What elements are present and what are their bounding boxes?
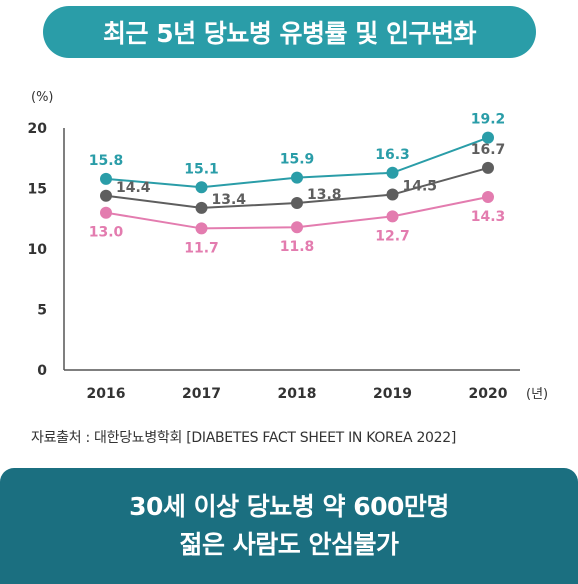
source-note: 자료출처 : 대한당뇨병학회 [DIABETES FACT SHEET IN K… xyxy=(31,430,457,446)
chart-title: 최근 5년 당뇨병 유병률 및 인구변화 xyxy=(103,19,476,48)
chart-axes: 0 5 10 15 20 (%) 2016 2017 2018 2019 2020 (년) xyxy=(28,90,549,402)
x-tick-label: 2017 xyxy=(182,386,221,402)
data-label: 16.7 xyxy=(471,142,506,158)
data-point xyxy=(482,131,494,144)
data-point xyxy=(195,201,208,214)
x-tick-label: 2020 xyxy=(469,386,508,402)
data-point xyxy=(386,210,399,223)
data-label: 14.4 xyxy=(116,180,151,196)
chart-series: 15.8 15.1 15.9 16.3 19.2 14.4 13.4 13.8 14.5 16.7… xyxy=(89,112,506,257)
series-0: 15.8 15.1 15.9 16.3 19.2 xyxy=(89,112,506,194)
data-point xyxy=(291,221,303,234)
data-point xyxy=(100,206,112,219)
x-axis-unit: (년) xyxy=(526,387,548,402)
data-label: 11.7 xyxy=(184,240,219,256)
series-1: 14.4 13.4 13.8 14.5 16.7 xyxy=(100,142,505,214)
data-point xyxy=(482,190,494,203)
data-label: 15.9 xyxy=(280,152,315,168)
data-point xyxy=(100,172,112,185)
data-label: 15.8 xyxy=(89,153,124,169)
data-point xyxy=(195,222,208,235)
data-point xyxy=(386,166,399,179)
y-tick-label: 5 xyxy=(37,303,47,319)
data-point xyxy=(482,161,494,174)
data-label: 14.5 xyxy=(403,179,438,195)
data-label: 13.8 xyxy=(307,187,342,203)
data-label: 15.1 xyxy=(184,161,219,177)
series-2: 13.0 11.7 11.8 12.7 14.3 xyxy=(89,190,506,256)
footer-line-1: 30세 이상 당뇨병 약 600만명 xyxy=(129,492,449,521)
chart-title-banner: 최근 5년 당뇨병 유병률 및 인구변화 xyxy=(43,6,536,58)
y-tick-label: 10 xyxy=(28,242,48,258)
data-label: 13.4 xyxy=(212,192,247,208)
data-label: 13.0 xyxy=(89,225,124,241)
data-label: 16.3 xyxy=(375,147,410,163)
data-label: 14.3 xyxy=(471,209,506,225)
data-label: 11.8 xyxy=(280,239,315,255)
data-point xyxy=(386,188,399,201)
x-tick-label: 2018 xyxy=(278,386,317,402)
data-point xyxy=(291,171,303,184)
footer-line-2: 젊은 사람도 안심불가 xyxy=(179,530,399,559)
data-label: 19.2 xyxy=(471,112,506,128)
data-point xyxy=(100,189,112,202)
y-axis-unit: (%) xyxy=(31,90,54,105)
y-tick-label: 0 xyxy=(37,363,47,379)
footer-banner: 30세 이상 당뇨병 약 600만명 젊은 사람도 안심불가 xyxy=(0,468,578,584)
x-tick-label: 2016 xyxy=(87,386,126,402)
data-point xyxy=(291,197,303,210)
x-tick-label: 2019 xyxy=(373,386,412,402)
data-point xyxy=(195,181,208,194)
y-tick-label: 15 xyxy=(28,182,47,198)
data-label: 12.7 xyxy=(375,228,410,244)
y-tick-label: 20 xyxy=(28,121,48,137)
